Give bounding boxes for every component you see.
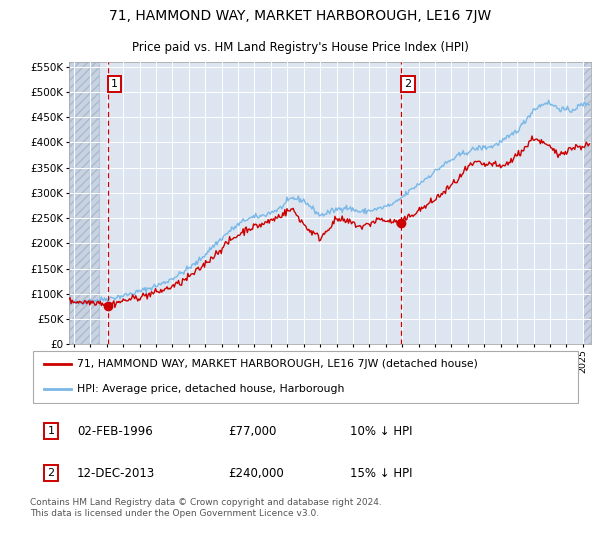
Bar (583, 62, 591, 344)
FancyBboxPatch shape (33, 351, 578, 403)
Text: 71, HAMMOND WAY, MARKET HARBOROUGH, LE16 7JW: 71, HAMMOND WAY, MARKET HARBOROUGH, LE16… (109, 9, 491, 23)
Text: 02-FEB-1996: 02-FEB-1996 (77, 425, 152, 438)
Bar (69, 62, 98, 344)
Text: £240,000: £240,000 (229, 466, 284, 479)
Text: 12-DEC-2013: 12-DEC-2013 (77, 466, 155, 479)
Text: 15% ↓ HPI: 15% ↓ HPI (350, 466, 413, 479)
Text: Price paid vs. HM Land Registry's House Price Index (HPI): Price paid vs. HM Land Registry's House … (131, 41, 469, 54)
Text: £77,000: £77,000 (229, 425, 277, 438)
Text: 2: 2 (47, 468, 55, 478)
Text: 2: 2 (404, 79, 412, 89)
Text: Contains HM Land Registry data © Crown copyright and database right 2024.
This d: Contains HM Land Registry data © Crown c… (30, 498, 382, 518)
Text: 1: 1 (111, 79, 118, 89)
Text: HPI: Average price, detached house, Harborough: HPI: Average price, detached house, Harb… (77, 384, 344, 394)
Text: 71, HAMMOND WAY, MARKET HARBOROUGH, LE16 7JW (detached house): 71, HAMMOND WAY, MARKET HARBOROUGH, LE16… (77, 359, 478, 369)
Text: 10% ↓ HPI: 10% ↓ HPI (350, 425, 413, 438)
Text: 1: 1 (47, 426, 55, 436)
